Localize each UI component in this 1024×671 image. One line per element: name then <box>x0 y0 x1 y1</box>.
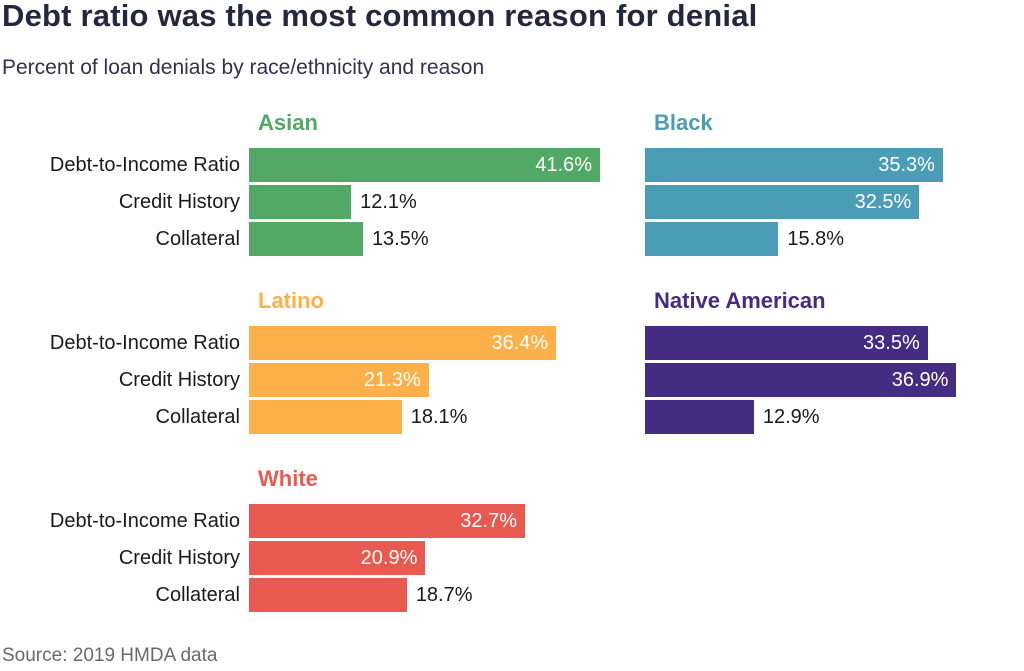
category-label: Debt-to-Income Ratio <box>49 332 240 354</box>
bar <box>645 326 928 360</box>
category-label: Collateral <box>155 584 240 606</box>
data-label: 41.6% <box>535 154 593 176</box>
data-label: 21.3% <box>364 369 421 391</box>
bar <box>249 504 525 538</box>
category-label: Debt-to-Income Ratio <box>49 510 240 532</box>
data-label: 13.5% <box>371 228 429 250</box>
category-label: Collateral <box>155 228 240 250</box>
category-label: Credit History <box>118 191 240 213</box>
panel-title: Asian <box>258 110 318 135</box>
bar <box>645 222 779 256</box>
data-label: 18.1% <box>410 406 468 428</box>
bar <box>249 185 352 219</box>
data-label: 32.7% <box>460 510 517 532</box>
category-label: Credit History <box>118 369 240 391</box>
data-label: 15.8% <box>787 228 845 250</box>
source-note: Source: 2019 HMDA data <box>2 645 218 666</box>
panel-title: White <box>258 466 318 491</box>
data-label: 18.7% <box>415 584 473 606</box>
data-label: 36.4% <box>491 332 549 354</box>
bar <box>249 578 407 612</box>
panel-title: Latino <box>258 288 324 313</box>
data-label: 20.9% <box>360 547 418 569</box>
data-label: 32.5% <box>854 191 912 213</box>
category-label: Debt-to-Income Ratio <box>49 154 240 176</box>
bar <box>249 222 363 256</box>
bar <box>249 400 402 434</box>
data-label: 35.3% <box>878 154 935 176</box>
chart-title: Debt ratio was the most common reason fo… <box>2 0 758 33</box>
bar <box>645 400 754 434</box>
category-label: Credit History <box>118 547 240 569</box>
bar <box>645 185 920 219</box>
bar <box>249 148 601 182</box>
bar <box>249 326 557 360</box>
bar <box>645 363 957 397</box>
panel-title: Native American <box>654 288 826 313</box>
chart-subtitle: Percent of loan denials by race/ethnicit… <box>2 56 485 79</box>
category-label: Collateral <box>155 406 240 428</box>
data-label: 12.9% <box>762 406 820 428</box>
data-label: 33.5% <box>863 332 920 354</box>
data-label: 12.1% <box>360 191 417 213</box>
panel-title: Black <box>654 110 713 135</box>
bar <box>249 363 429 397</box>
bar <box>645 148 943 182</box>
data-label: 36.9% <box>891 369 949 391</box>
bar <box>249 541 426 575</box>
